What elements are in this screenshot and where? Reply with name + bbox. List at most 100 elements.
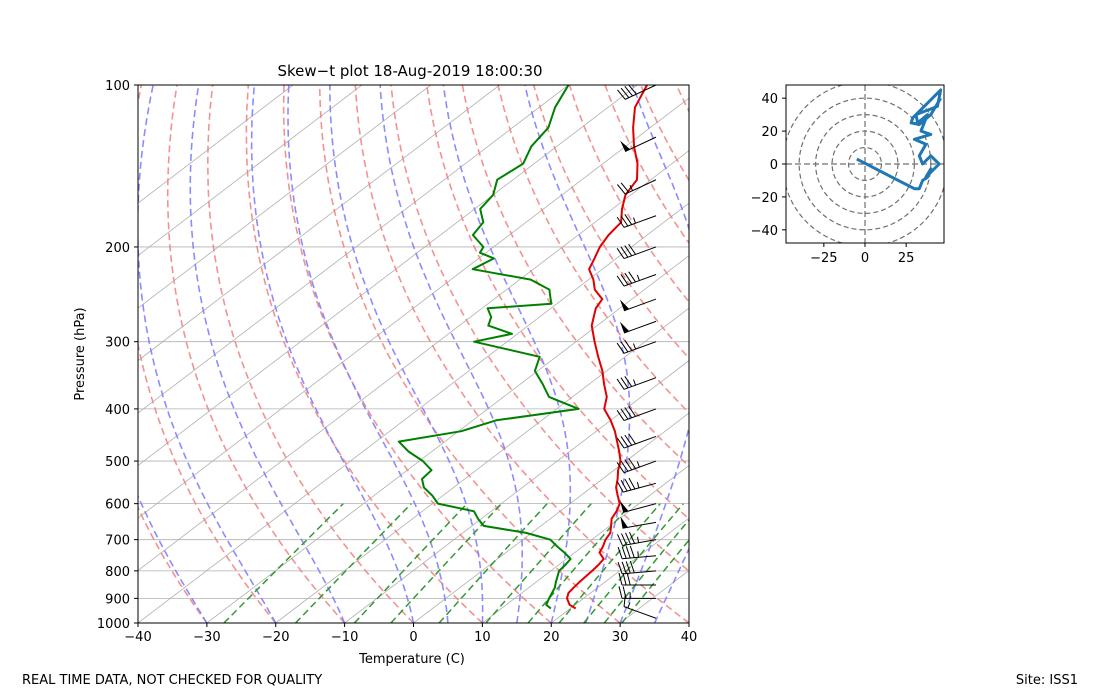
barb-full <box>620 274 629 285</box>
skewt-y-tick-label: 700 <box>105 534 130 549</box>
barb-flag <box>619 299 630 311</box>
hodograph-rings <box>786 85 944 243</box>
barb-staff <box>623 435 657 449</box>
barb-flag <box>620 500 629 513</box>
barb-full <box>628 84 637 95</box>
barb-half <box>633 217 637 224</box>
wind-barb <box>616 433 657 449</box>
skewt-y-tick-label: 800 <box>105 565 130 580</box>
skewt-x-tick-label: −30 <box>193 630 220 645</box>
dry-adiabat <box>497 85 689 414</box>
isotherm-line <box>138 150 689 572</box>
hodograph-x-tick-label: −25 <box>810 251 837 266</box>
hodograph-x-tick-label: 0 <box>861 251 869 266</box>
barb-flag <box>620 140 631 152</box>
barb-full <box>620 246 629 258</box>
barb-full <box>616 481 624 493</box>
dewpoint-trace <box>397 85 580 610</box>
skewt-x-label: Temperature (C) <box>358 652 465 667</box>
skewt-y-tick-label: 100 <box>105 79 130 94</box>
dry-adiabat <box>206 85 415 623</box>
barb-full <box>624 459 633 471</box>
dry-adiabat <box>138 505 208 623</box>
wind-barb <box>616 477 657 493</box>
moist-adiabat <box>250 85 415 623</box>
dry-adiabat <box>461 85 689 468</box>
barb-full <box>622 572 627 586</box>
hodograph-trace <box>856 88 943 191</box>
barb-full <box>628 271 636 283</box>
barb-staff <box>624 84 657 100</box>
isotherm-line <box>138 85 363 257</box>
mixing-ratio-line <box>353 503 468 623</box>
site-label: Site: ISS1 <box>1015 673 1078 688</box>
isotherm-line <box>206 255 689 623</box>
skewt-y-tick-label: 500 <box>105 455 130 470</box>
barb-staff <box>623 320 657 334</box>
skewt-series <box>397 85 648 610</box>
isotherm-line <box>344 360 689 623</box>
wind-barb <box>616 214 657 228</box>
barb-half <box>637 551 639 558</box>
isotherm-line <box>138 85 500 362</box>
wind-barb <box>616 339 657 354</box>
skewt-y-ticks: 100 200 300 400 500 600 700 800 900 1000 <box>97 79 138 632</box>
skewt-x-tick-label: 20 <box>543 630 560 645</box>
skewt-y-tick-label: 400 <box>105 403 130 418</box>
skewt-x-tick-label: 0 <box>409 630 417 645</box>
barb-full <box>622 586 627 599</box>
isotherm-line <box>138 85 638 467</box>
skewt-y-tick-label: 900 <box>105 592 130 607</box>
wind-barb <box>620 500 657 513</box>
isotherm-line <box>138 85 431 309</box>
moist-adiabat <box>138 85 277 623</box>
moist-adiabat <box>619 85 689 623</box>
barb-full <box>621 546 627 559</box>
barb-half <box>636 481 640 489</box>
barb-full <box>617 561 623 574</box>
barb-staff <box>623 298 657 312</box>
barb-full <box>620 377 629 389</box>
barb-full <box>620 460 629 472</box>
wind-barb <box>620 136 657 152</box>
barb-full <box>616 248 625 259</box>
skewt-x-tick-label: −10 <box>331 630 358 645</box>
barb-full <box>617 546 623 559</box>
wind-barb <box>618 586 656 599</box>
barb-full <box>628 457 636 469</box>
barb-full <box>620 182 630 193</box>
barb-flag <box>619 321 630 333</box>
hodograph-x-ticks: −25 0 25 <box>810 243 914 266</box>
wind-barb <box>616 243 657 260</box>
mixing-ratio-line <box>603 518 689 623</box>
skewt-y-tick-label: 600 <box>105 498 130 513</box>
mixing-ratio-line <box>558 503 661 623</box>
barb-staff <box>623 246 657 260</box>
temperature-trace <box>566 85 648 610</box>
barb-full <box>624 434 633 446</box>
wind-barb <box>616 271 657 287</box>
dry-adiabat <box>282 85 552 623</box>
barb-full <box>620 436 629 447</box>
barb-full <box>629 545 635 558</box>
moist-adiabat <box>189 85 346 623</box>
wind-barb <box>616 457 657 474</box>
barb-half <box>633 379 637 386</box>
barb-staff <box>622 521 657 529</box>
barb-full <box>621 561 627 574</box>
skewt-y-label: Pressure (hPa) <box>73 307 88 400</box>
barb-full <box>624 407 633 419</box>
mixing-ratio-line <box>485 503 592 623</box>
mixing-ratio-line <box>621 539 689 623</box>
skewt-y-tick-label: 200 <box>105 241 130 256</box>
barb-staff <box>623 503 657 513</box>
dry-adiabat <box>166 85 346 623</box>
skewt-x-ticks: −40 −30 −20 −10 0 10 20 30 40 <box>124 623 697 645</box>
barb-full <box>616 378 625 390</box>
hodograph-x-tick-label: 25 <box>898 251 915 266</box>
barb-half <box>633 343 637 350</box>
mixing-ratio-line <box>294 503 412 623</box>
skewt-y-tick-label: 300 <box>105 336 130 351</box>
wind-barb <box>619 298 657 312</box>
